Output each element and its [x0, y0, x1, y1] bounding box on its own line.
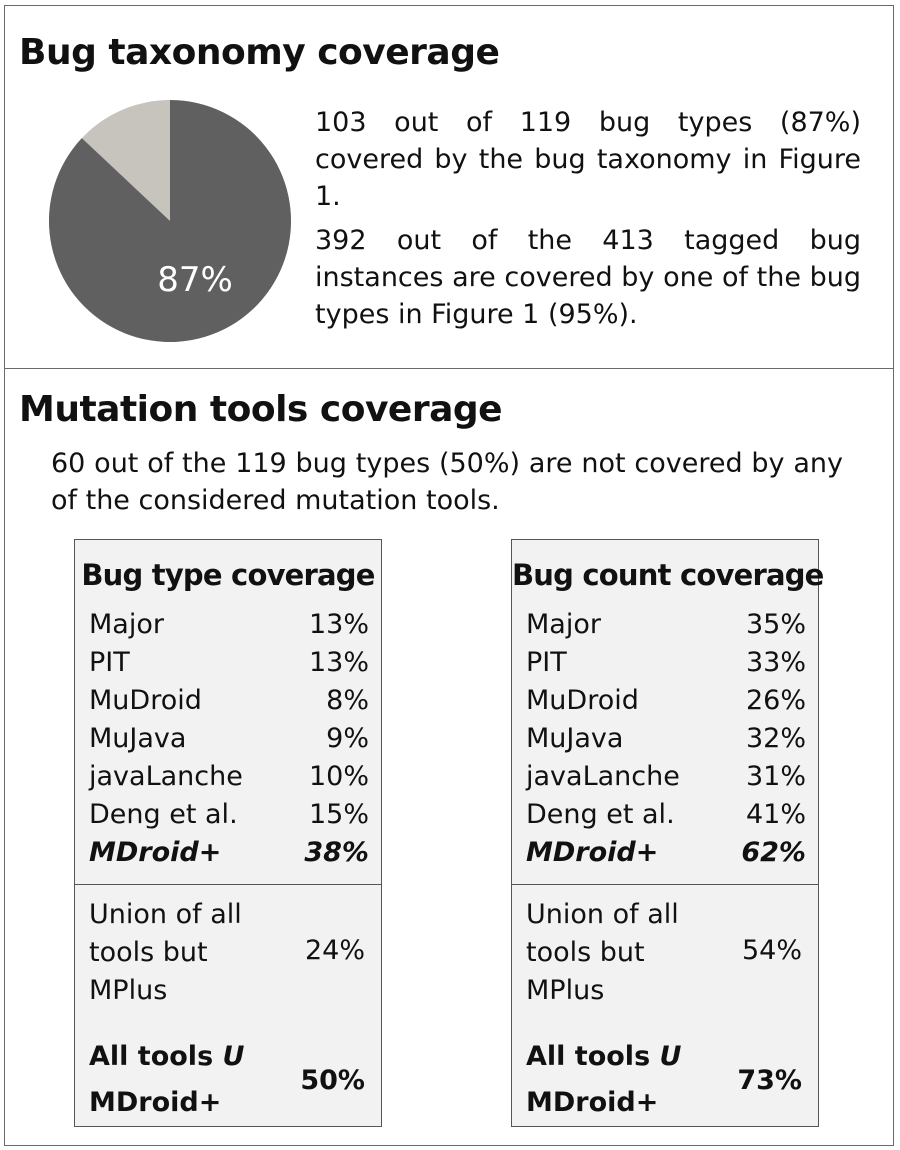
union-label-line: MPlus	[89, 975, 168, 1006]
all-tools-text: All tools	[526, 1041, 651, 1072]
mutation-summary-text: 60 out of the 119 bug types (50%) are no…	[51, 448, 843, 516]
tool-value: 9%	[326, 723, 369, 754]
union-label-line: MPlus	[526, 975, 605, 1006]
taxonomy-types-text: 103 out of 119 bug types (87%) covered b…	[315, 107, 861, 212]
all-tools-value: 73%	[737, 1065, 802, 1096]
all-tools-text: MDroid+	[89, 1087, 222, 1118]
tool-value: 10%	[308, 761, 369, 792]
tool-value: 15%	[308, 799, 369, 830]
tool-value: 26%	[745, 685, 806, 716]
tool-name: PIT	[526, 647, 567, 678]
pie-covered-slice	[48, 100, 291, 342]
union-label-line: tools but	[89, 937, 208, 968]
union-label-line: tools but	[526, 937, 645, 968]
table-row: javaLanche 10%	[89, 758, 369, 796]
tool-name: Deng et al.	[89, 799, 238, 830]
tool-name: PIT	[89, 647, 130, 678]
table-row: Major 13%	[89, 606, 369, 644]
union-label-line: Union of all	[526, 899, 679, 930]
table-row: javaLanche 31%	[526, 758, 806, 796]
tool-value: 31%	[745, 761, 806, 792]
taxonomy-section: Bug taxonomy coverage 87% 103 out of 119…	[4, 5, 894, 369]
tool-name: javaLanche	[89, 761, 243, 792]
table-divider	[75, 884, 381, 885]
union-symbol: U	[659, 1041, 682, 1072]
tool-name: MuDroid	[526, 685, 639, 716]
table-row: MuJava 9%	[89, 720, 369, 758]
union-label: Union of all tools but MPlus	[526, 896, 726, 1010]
all-tools-label: All tools U MDroid+	[526, 1034, 726, 1126]
tool-value: 33%	[745, 647, 806, 678]
mutation-title: Mutation tools coverage	[19, 389, 503, 430]
pie-percent-label: 87%	[157, 260, 233, 300]
tool-value: 13%	[308, 647, 369, 678]
tool-name: MDroid+	[89, 837, 222, 868]
tool-rows: Major 35% PIT 33% MuDroid 26% MuJava 32% jav…	[526, 606, 806, 872]
table-row: Deng et al. 41%	[526, 796, 806, 834]
tool-value: 8%	[326, 685, 369, 716]
mutation-section: Mutation tools coverage 60 out of the 11…	[4, 368, 894, 1146]
union-symbol: U	[222, 1041, 245, 1072]
table-title: Bug type coverage	[81, 558, 375, 592]
union-label: Union of all tools but MPlus	[89, 896, 289, 1010]
all-tools-label: All tools U MDroid+	[89, 1034, 289, 1126]
tool-value: 41%	[745, 799, 806, 830]
table-row: Deng et al. 15%	[89, 796, 369, 834]
tool-value: 32%	[745, 723, 806, 754]
tool-rows: Major 13% PIT 13% MuDroid 8% MuJava 9% javaL…	[89, 606, 369, 872]
tool-value: 13%	[308, 609, 369, 640]
union-value: 54%	[741, 935, 802, 966]
table-row-highlight: MDroid+ 38%	[89, 834, 369, 872]
table-row: PIT 33%	[526, 644, 806, 682]
table-row: MuDroid 26%	[526, 682, 806, 720]
tool-value: 62%	[741, 837, 806, 868]
taxonomy-instances-text: 392 out of the 413 tagged bug instances …	[315, 225, 861, 330]
bug-type-coverage-table: Bug type coverage Major 13% PIT 13% MuDroi…	[74, 539, 382, 1127]
coverage-pie-chart: 87%	[48, 100, 291, 342]
taxonomy-title: Bug taxonomy coverage	[19, 32, 500, 73]
tool-name: Major	[89, 609, 164, 640]
tool-name: MuDroid	[89, 685, 202, 716]
table-divider	[512, 884, 818, 885]
tool-name: MDroid+	[526, 837, 659, 868]
table-row: MuDroid 8%	[89, 682, 369, 720]
tool-name: Deng et al.	[526, 799, 675, 830]
tool-name: Major	[526, 609, 601, 640]
tool-name: javaLanche	[526, 761, 680, 792]
all-tools-text: All tools	[89, 1041, 214, 1072]
tool-name: MuJava	[89, 723, 187, 754]
bug-count-coverage-table: Bug count coverage Major 35% PIT 33% MuDro…	[511, 539, 824, 1127]
table-row: PIT 13%	[89, 644, 369, 682]
table-row-highlight: MDroid+ 62%	[526, 834, 806, 872]
union-label-line: Union of all	[89, 899, 242, 930]
union-value: 24%	[304, 935, 365, 966]
tool-value: 38%	[304, 837, 369, 868]
tool-value: 35%	[745, 609, 806, 640]
all-tools-value: 50%	[300, 1065, 365, 1096]
table-title: Bug count coverage	[512, 558, 824, 592]
all-tools-text: MDroid+	[526, 1087, 659, 1118]
table-row: MuJava 32%	[526, 720, 806, 758]
tool-name: MuJava	[526, 723, 624, 754]
table-row: Major 35%	[526, 606, 806, 644]
